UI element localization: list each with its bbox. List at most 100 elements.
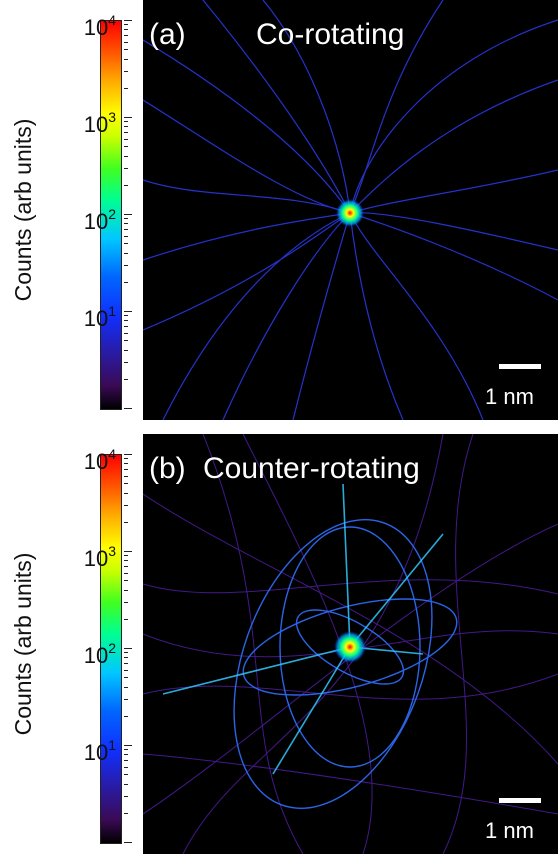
colorbar-major-tick bbox=[124, 311, 132, 312]
colorbar-major-tick bbox=[124, 214, 132, 215]
colorbar-minor-tick bbox=[124, 555, 128, 557]
colorbar-minor-tick bbox=[124, 315, 128, 317]
colorbar-minor-tick bbox=[124, 560, 128, 562]
colorbar-minor-tick bbox=[124, 504, 128, 506]
tick-label-1e4: 104 bbox=[83, 446, 116, 474]
colorbar-minor-tick bbox=[124, 469, 128, 470]
tick-label-1e2: 102 bbox=[83, 640, 116, 668]
colorbar-minor-tick bbox=[124, 218, 128, 220]
colorbar-minor-tick bbox=[124, 749, 128, 751]
colorbar-major-tick bbox=[124, 551, 132, 552]
colorbar-minor-tick bbox=[124, 121, 128, 123]
colorbar-minor-tick bbox=[124, 167, 128, 169]
colorbar-minor-tick bbox=[124, 243, 128, 245]
colorbar-minor-tick bbox=[124, 87, 128, 89]
colorbar-minor-tick bbox=[124, 349, 128, 351]
colorbar-minor-tick bbox=[124, 41, 128, 43]
colorbar-minor-tick bbox=[124, 264, 128, 266]
colorbar-minor-tick bbox=[124, 580, 128, 582]
colorbar-major-tick bbox=[124, 842, 132, 843]
scale-bar-label: 1 nm bbox=[485, 384, 534, 409]
trajectory-density-plot bbox=[143, 434, 558, 854]
colorbar-minor-tick bbox=[124, 58, 128, 60]
colorbar-minor-tick bbox=[124, 132, 128, 133]
colorbar-minor-tick bbox=[124, 223, 128, 225]
colorbar-minor-tick bbox=[124, 320, 128, 322]
colorbar-minor-tick bbox=[124, 138, 128, 140]
colorbar-minor-tick bbox=[124, 677, 128, 679]
colorbar-minor-tick bbox=[124, 281, 128, 283]
tick-label-1e1: 101 bbox=[83, 303, 116, 331]
colorbar-minor-tick bbox=[124, 155, 128, 157]
colorbar-minor-tick bbox=[124, 235, 128, 237]
colorbar-minor-tick bbox=[124, 184, 128, 186]
colorbar bbox=[100, 20, 122, 410]
colorbar-minor-tick bbox=[124, 698, 128, 700]
scale-bar bbox=[499, 364, 541, 369]
scale-bar-label: 1 nm bbox=[485, 818, 534, 843]
colorbar-minor-tick bbox=[124, 652, 128, 654]
panel-b-title: Counter-rotating bbox=[203, 452, 420, 485]
colorbar-major-tick bbox=[124, 648, 132, 649]
colorbar-minor-tick bbox=[124, 766, 128, 768]
colorbar-minor-tick bbox=[124, 463, 128, 465]
colorbar-major-tick bbox=[124, 454, 132, 455]
tick-label-1e3: 103 bbox=[83, 109, 116, 137]
tick-label-1e2: 102 bbox=[83, 206, 116, 234]
colorbar-minor-tick bbox=[124, 35, 128, 36]
tick-label-1e1: 101 bbox=[83, 737, 116, 765]
colorbar bbox=[100, 454, 122, 844]
colorbar-minor-tick bbox=[124, 326, 128, 327]
colorbar-minor-tick bbox=[124, 49, 128, 51]
colorbar-minor-tick bbox=[124, 458, 128, 460]
panel-a-label: (a) bbox=[149, 18, 186, 51]
trajectory-image: (a) Co-rotating 1 nm bbox=[143, 0, 558, 420]
colorbar-minor-tick bbox=[124, 618, 128, 620]
panel-b-label: (b) bbox=[149, 452, 186, 485]
panel-a-title: Co-rotating bbox=[256, 18, 405, 51]
colorbar-minor-tick bbox=[124, 475, 128, 477]
colorbar-minor-tick bbox=[124, 774, 128, 776]
panel-b: Counts (arb units) 104 103 102 101 bbox=[0, 434, 558, 854]
colorbar-minor-tick bbox=[124, 760, 128, 761]
colorbar-minor-tick bbox=[124, 812, 128, 814]
colorbar-minor-tick bbox=[124, 340, 128, 342]
colorbar-minor-tick bbox=[124, 229, 128, 230]
colorbar-minor-tick bbox=[124, 521, 128, 523]
colorbar-minor-tick bbox=[124, 24, 128, 26]
colorbar-minor-tick bbox=[124, 783, 128, 785]
colorbar-label: Counts (arb units) bbox=[10, 118, 36, 302]
colorbar-minor-tick bbox=[124, 492, 128, 494]
colorbar-minor-tick bbox=[124, 572, 128, 574]
colorbar-minor-tick bbox=[124, 126, 128, 128]
colorbar-minor-tick bbox=[124, 657, 128, 659]
panel-a: Counts (arb units) 104 103 102 101 bbox=[0, 0, 558, 420]
colorbar-minor-tick bbox=[124, 566, 128, 567]
colorbar-minor-tick bbox=[124, 29, 128, 31]
colorbar-minor-tick bbox=[124, 589, 128, 591]
colorbar-minor-tick bbox=[124, 601, 128, 603]
colorbar-minor-tick bbox=[124, 332, 128, 334]
colorbar-minor-tick bbox=[124, 146, 128, 148]
colorbar-major-tick bbox=[124, 20, 132, 21]
colorbar-minor-tick bbox=[124, 483, 128, 485]
colorbar-minor-tick bbox=[124, 361, 128, 363]
colorbar-minor-tick bbox=[124, 70, 128, 72]
colorbar-minor-tick bbox=[124, 795, 128, 797]
trajectory-density-plot bbox=[143, 0, 558, 420]
scale-bar bbox=[499, 798, 541, 803]
trajectory-image: (b) Counter-rotating 1 nm bbox=[143, 434, 558, 854]
colorbar-major-tick bbox=[124, 745, 132, 746]
colorbar-minor-tick bbox=[124, 663, 128, 664]
colorbar-minor-tick bbox=[124, 686, 128, 688]
colorbar-major-tick bbox=[124, 117, 132, 118]
colorbar-minor-tick bbox=[124, 754, 128, 756]
tick-label-1e4: 104 bbox=[83, 12, 116, 40]
colorbar-minor-tick bbox=[124, 669, 128, 671]
colorbar-minor-tick bbox=[124, 378, 128, 380]
colorbar-major-tick bbox=[124, 408, 132, 409]
colorbar-label: Counts (arb units) bbox=[10, 552, 36, 736]
colorbar-minor-tick bbox=[124, 252, 128, 254]
colorbar-minor-tick bbox=[124, 715, 128, 717]
tick-label-1e3: 103 bbox=[83, 543, 116, 571]
